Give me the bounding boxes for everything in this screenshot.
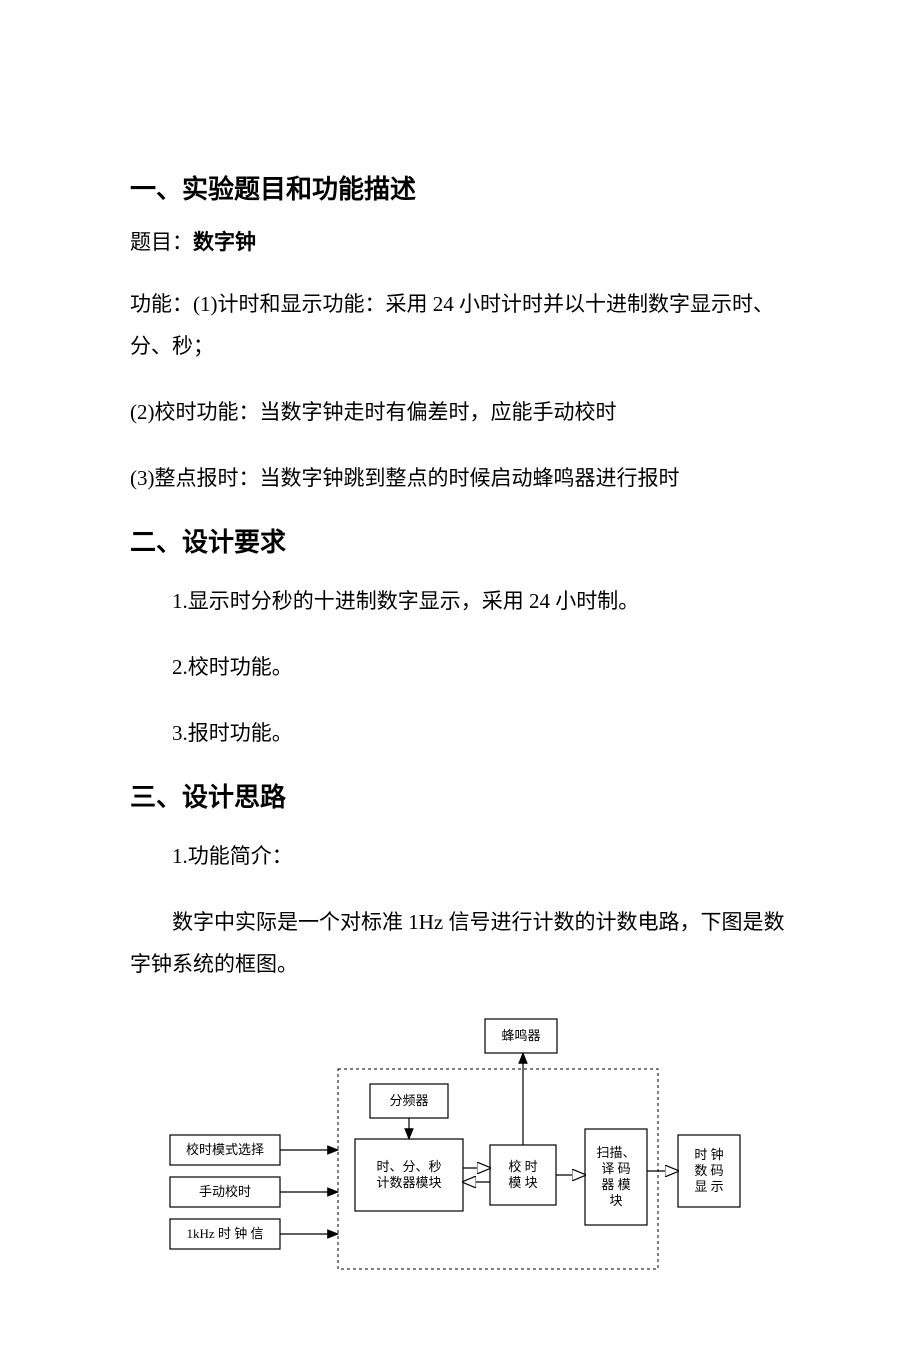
block-diagram: 蜂鸣器分频器校时模式选择手动校时 1kHz 时 钟 信 时、分、秒计数器模块 校 时模… xyxy=(130,1009,790,1289)
project-title-line: 题目：数字钟 xyxy=(130,227,790,259)
node-label-display: 数 码 xyxy=(694,1163,723,1178)
node-label-adjust: 模 块 xyxy=(508,1175,537,1190)
node-label-in_clk: 1kHz 时 钟 信 xyxy=(187,1226,264,1241)
req-2: 2.校时功能。 xyxy=(130,646,790,688)
title-label: 题目： xyxy=(130,230,193,254)
node-label-scan: 译 码 xyxy=(601,1161,630,1176)
node-label-in_mode: 校时模式选择 xyxy=(186,1142,264,1157)
func-2: (2)校时功能：当数字钟走时有偏差时，应能手动校时 xyxy=(130,391,790,433)
section3-heading: 三、设计思路 xyxy=(130,778,790,817)
flowchart-svg: 蜂鸣器分频器校时模式选择手动校时 1kHz 时 钟 信 时、分、秒计数器模块 校 时模… xyxy=(130,1009,790,1289)
func-1: 功能：(1)计时和显示功能：采用 24 小时计时并以十进制数字显示时、分、秒； xyxy=(130,283,790,367)
node-label-counter: 计数器模块 xyxy=(376,1175,441,1190)
node-label-divider: 分频器 xyxy=(389,1093,428,1108)
node-label-adjust: 校 时 xyxy=(508,1159,537,1174)
node-label-scan: 器 模 xyxy=(601,1177,630,1192)
node-label-buzzer: 蜂鸣器 xyxy=(501,1028,540,1043)
idea-1-body: 数字中实际是一个对标准 1Hz 信号进行计数的计数电路，下图是数字钟系统的框图。 xyxy=(130,901,790,985)
document-page: 一、实验题目和功能描述 题目：数字钟 功能：(1)计时和显示功能：采用 24 小… xyxy=(0,0,920,1369)
func-3: (3)整点报时：当数字钟跳到整点的时候启动蜂鸣器进行报时 xyxy=(130,457,790,499)
idea-1-title: 1.功能简介： xyxy=(130,835,790,877)
req-3: 3.报时功能。 xyxy=(130,712,790,754)
node-label-scan: 扫描、 xyxy=(596,1145,635,1160)
section2-heading: 二、设计要求 xyxy=(130,523,790,562)
title-value: 数字钟 xyxy=(193,231,256,254)
node-label-display: 显 示 xyxy=(694,1179,723,1194)
req-1: 1.显示时分秒的十进制数字显示，采用 24 小时制。 xyxy=(130,580,790,622)
node-label-display: 时 钟 xyxy=(694,1147,723,1162)
node-label-counter: 时、分、秒 xyxy=(376,1159,441,1174)
node-label-in_manual: 手动校时 xyxy=(199,1184,251,1199)
section1-heading: 一、实验题目和功能描述 xyxy=(130,170,790,209)
node-label-scan: 块 xyxy=(609,1193,622,1208)
